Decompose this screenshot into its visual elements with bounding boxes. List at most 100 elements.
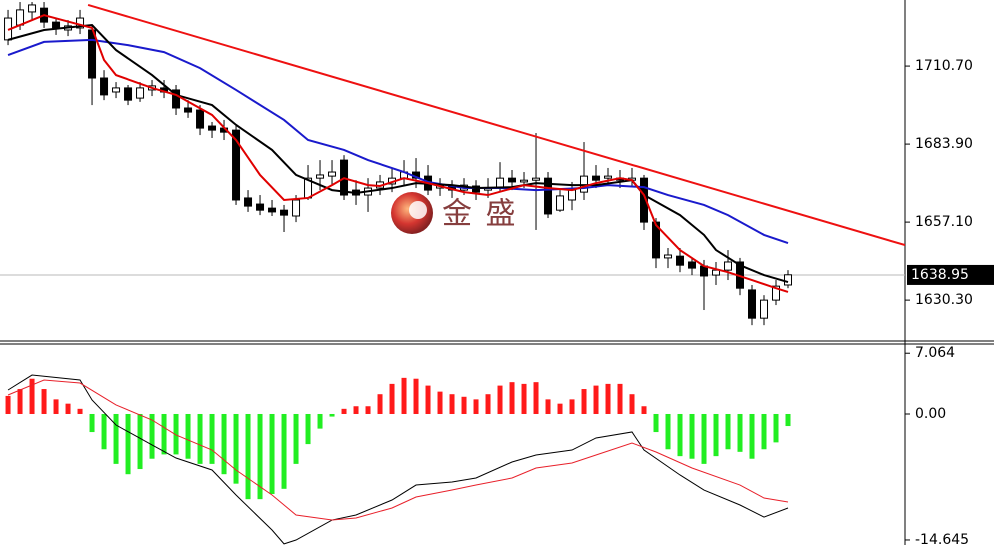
histogram-bar	[413, 378, 419, 414]
candle-body	[472, 185, 481, 193]
histogram-bar	[125, 413, 131, 475]
histogram-bar	[737, 413, 743, 452]
histogram-bar	[317, 413, 323, 429]
histogram-bar	[89, 413, 95, 433]
histogram-bar	[785, 413, 791, 427]
candle-body	[544, 177, 553, 215]
histogram-bar	[269, 413, 275, 494]
histogram-bar	[281, 413, 287, 489]
histogram-bar	[533, 382, 539, 414]
histogram-bar	[233, 413, 239, 484]
y-tick-label: 1630.30	[915, 292, 973, 308]
histogram-bar	[617, 383, 623, 414]
candle-body	[640, 177, 649, 223]
histogram-bar	[437, 391, 443, 414]
watermark: 金 盛	[391, 192, 518, 234]
candle-body	[172, 89, 181, 109]
candle-body	[196, 109, 205, 129]
candle-body	[256, 203, 265, 211]
histogram-bar	[725, 413, 731, 450]
watermark-text: 金 盛	[442, 197, 518, 232]
candle-body	[760, 299, 769, 319]
y-tick-label: 7.064	[915, 345, 955, 361]
plot-area	[5, 374, 791, 545]
candle-body	[784, 274, 793, 286]
histogram-bar	[749, 413, 755, 459]
histogram-bar	[665, 413, 671, 450]
candle-body	[316, 174, 325, 179]
candle-body	[28, 4, 37, 13]
histogram-bar	[557, 403, 563, 414]
histogram-bar	[401, 377, 407, 414]
histogram-bar	[641, 406, 647, 414]
candle-body	[292, 199, 301, 217]
histogram-bar	[305, 413, 311, 445]
histogram-bar	[581, 389, 587, 414]
histogram-bar	[497, 385, 503, 414]
candle-body	[280, 209, 289, 216]
histogram-bar	[185, 413, 191, 459]
histogram-bar	[425, 385, 431, 414]
histogram-bar	[761, 413, 767, 450]
histogram-bar	[5, 395, 11, 414]
histogram-bar	[377, 394, 383, 414]
histogram-bar	[41, 389, 47, 414]
histogram-bar	[29, 378, 35, 414]
histogram-bar	[341, 408, 347, 414]
last-price-box	[907, 264, 994, 285]
histogram-bar	[65, 403, 71, 414]
histogram-bar	[257, 413, 263, 500]
candle-body	[676, 255, 685, 266]
candle-body	[568, 189, 577, 201]
candle-body	[112, 87, 121, 93]
histogram-bar	[293, 413, 299, 464]
candle-body	[232, 129, 241, 201]
histogram-bar	[677, 413, 683, 457]
candle-body	[508, 177, 517, 183]
histogram-bar	[77, 408, 83, 414]
plot-area	[0, 2, 905, 326]
candle-body	[688, 261, 697, 269]
histogram-bar	[521, 383, 527, 414]
macd-line	[7, 379, 789, 521]
histogram-bar	[161, 413, 167, 455]
histogram-bar	[545, 399, 551, 414]
last-price-label: 1638.95	[911, 267, 969, 283]
histogram-bar	[329, 413, 335, 417]
candle-body	[724, 261, 733, 271]
histogram-bar	[221, 413, 227, 475]
candle-body	[652, 221, 661, 259]
candle-body	[100, 77, 109, 96]
histogram-bar	[653, 413, 659, 433]
moving-average	[7, 14, 789, 293]
histogram-bar	[245, 413, 251, 500]
candle-body	[52, 21, 61, 29]
candle-body	[268, 207, 277, 213]
candle-body	[124, 87, 133, 101]
histogram-bar	[53, 399, 59, 414]
histogram-bar	[101, 413, 107, 450]
histogram-bar	[485, 394, 491, 414]
candle-body	[136, 87, 145, 99]
histogram-bar	[773, 413, 779, 443]
histogram-bar	[365, 406, 371, 414]
histogram-bar	[389, 383, 395, 414]
histogram-bar	[713, 413, 719, 457]
y-tick-label: 1683.90	[915, 136, 973, 152]
histogram-bar	[509, 382, 515, 414]
histogram-bar	[17, 389, 23, 414]
candle-body	[16, 9, 25, 26]
trendline	[87, 3, 905, 247]
candle-body	[184, 107, 193, 113]
histogram-bar	[593, 385, 599, 414]
candle-body	[592, 175, 601, 181]
histogram-bar	[449, 394, 455, 414]
histogram-bar	[197, 413, 203, 464]
histogram-bar	[113, 413, 119, 464]
histogram-bar	[605, 383, 611, 414]
moving-average	[7, 38, 789, 245]
watermark-logo-inner	[409, 201, 427, 219]
candle-body	[664, 254, 673, 259]
candle-body	[532, 177, 541, 181]
